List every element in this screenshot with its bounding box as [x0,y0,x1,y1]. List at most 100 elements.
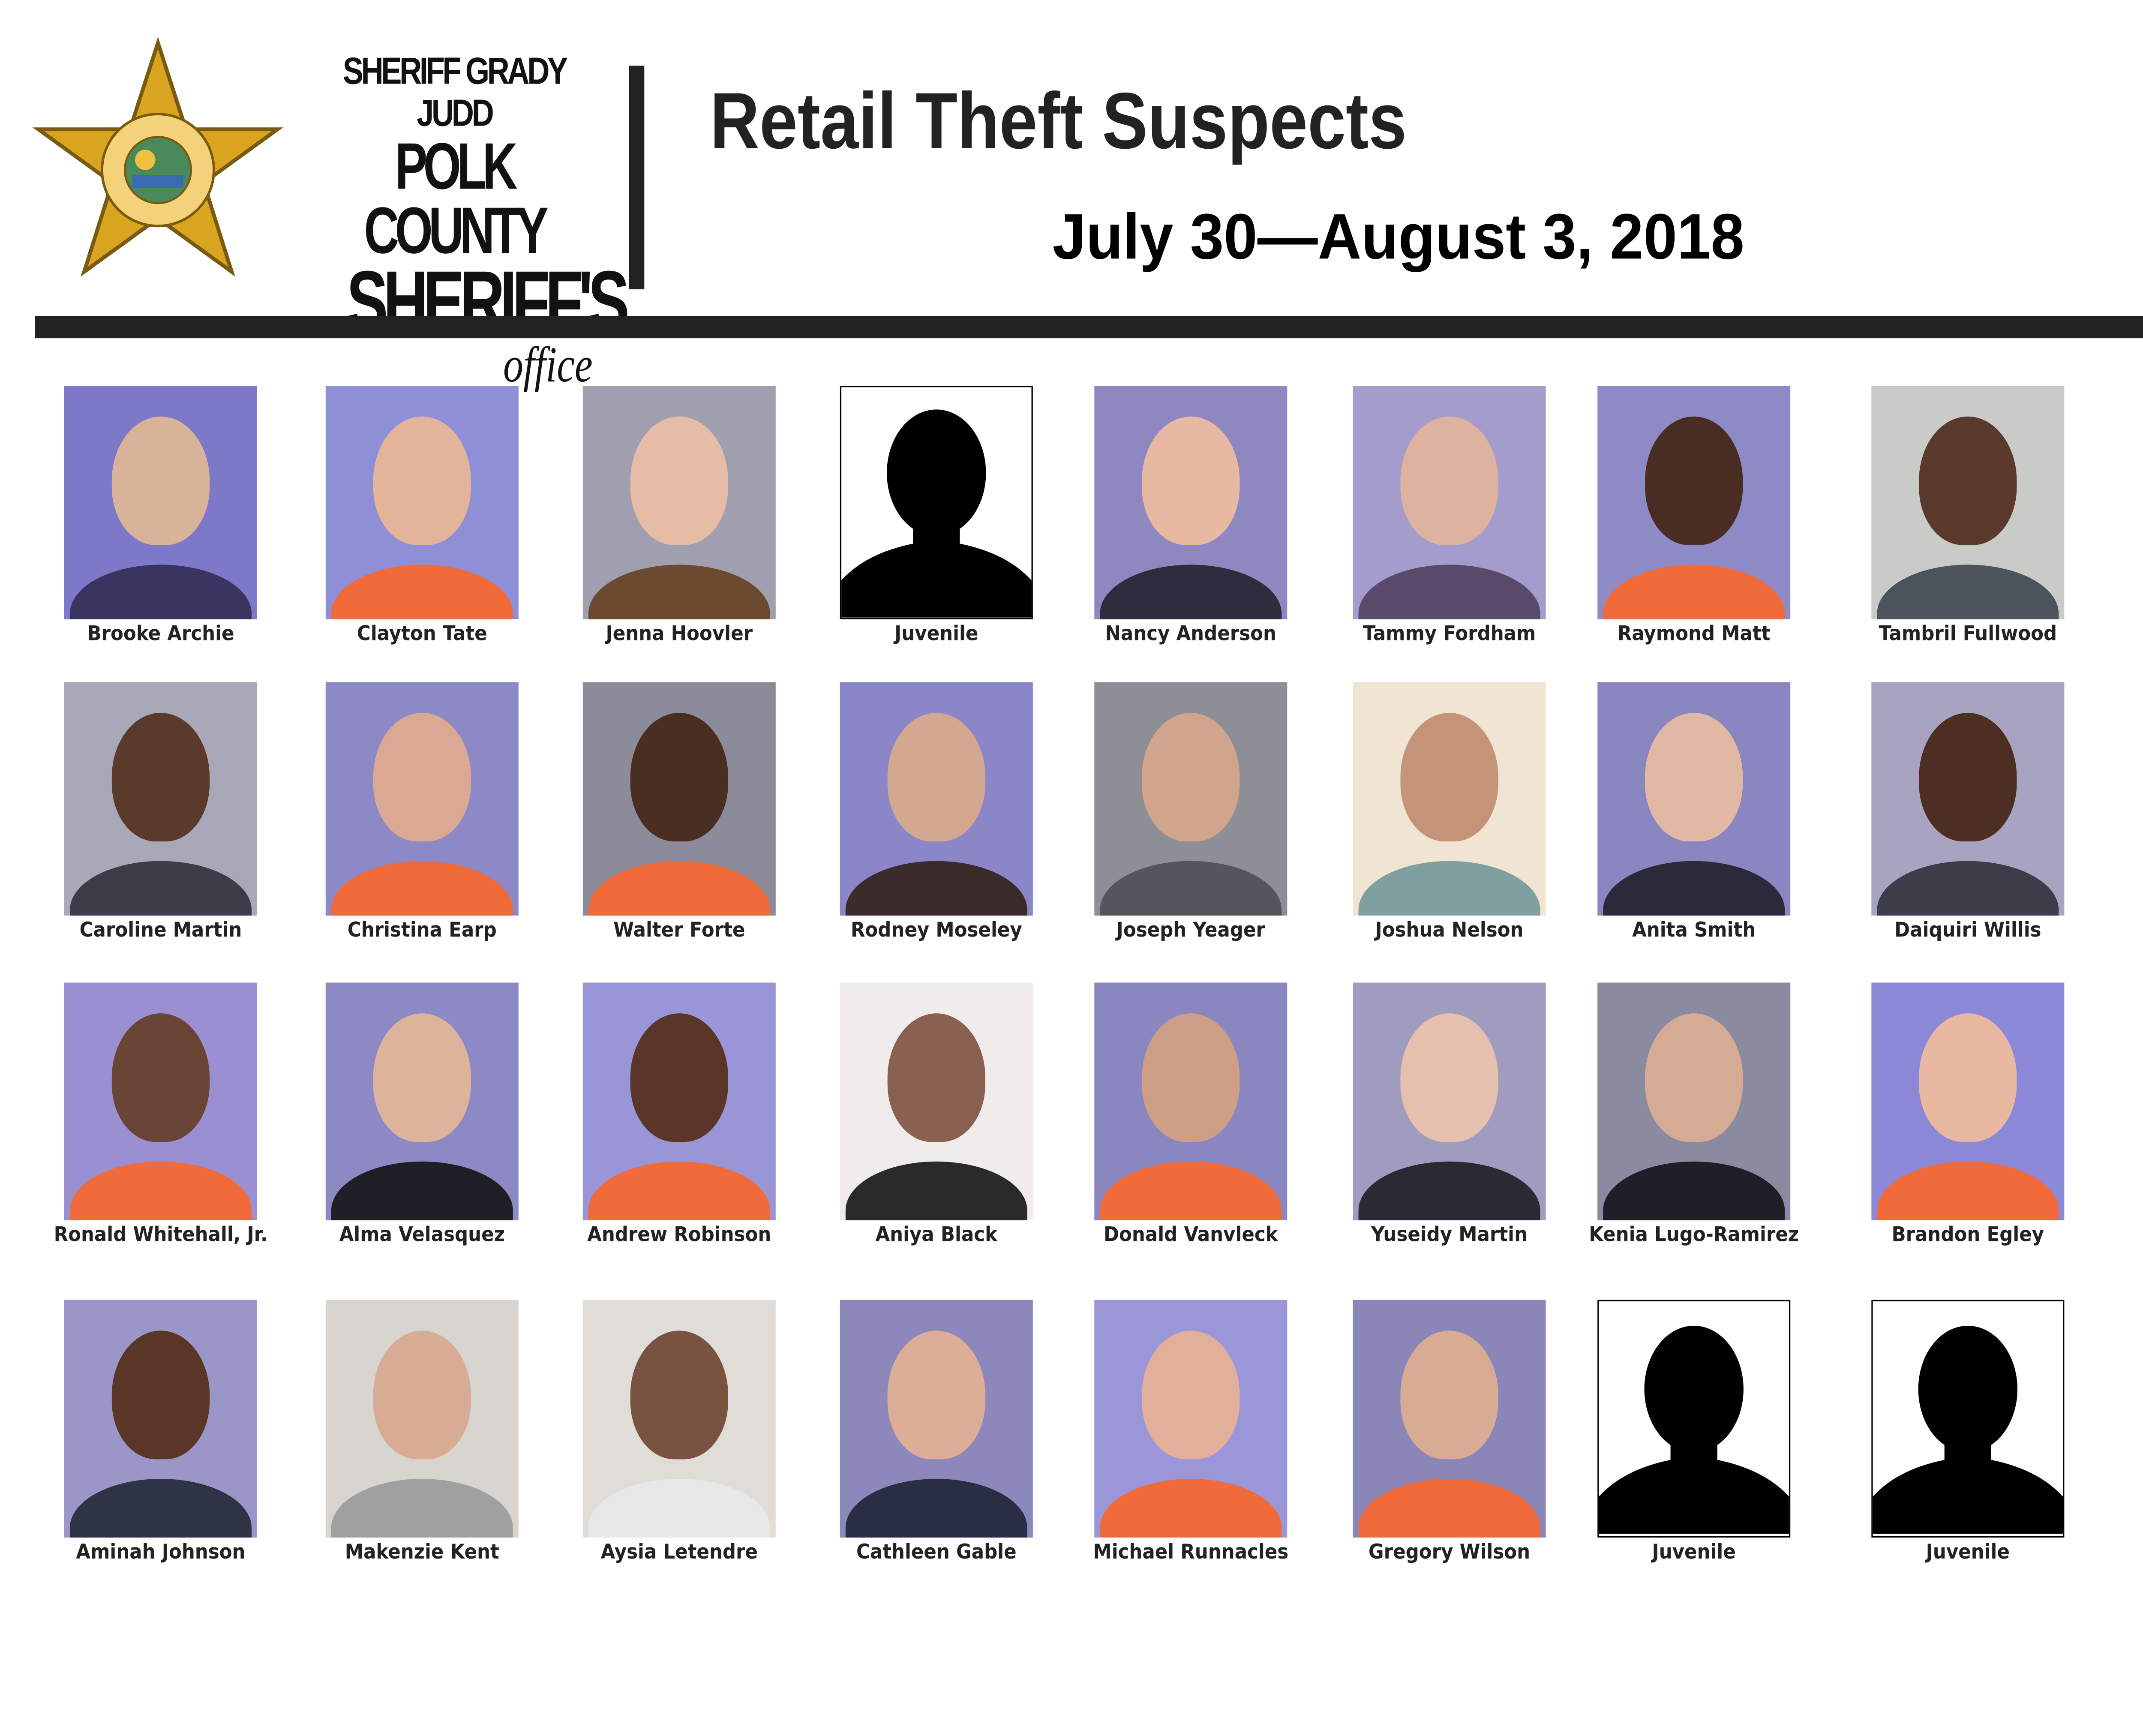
suspect-card: Aminah Johnson [28,1300,294,1564]
suspect-card: Walter Forte [546,682,812,942]
face [1400,1331,1498,1460]
suspect-name: Alma Velasquez [339,1224,505,1247]
face [111,713,210,842]
mugshot-photo [840,982,1033,1220]
person-silhouette-icon [841,409,1032,618]
face [887,713,985,842]
shirt [331,1479,513,1538]
mugshot-photo [1094,982,1288,1220]
face [887,1013,985,1142]
person-silhouette-icon [1599,1325,1789,1534]
shirt [1877,861,2059,916]
shirt [1100,861,1282,916]
suspect-name: Joseph Yeager [1116,919,1265,942]
face [1645,713,1743,842]
suspect-name: Clayton Tate [357,623,487,646]
shirt [845,1479,1027,1538]
suspect-card: Nancy Anderson [1058,386,1324,646]
suspect-name: Michael Runnacles [1093,1541,1289,1564]
shirt [588,1479,770,1538]
suspect-name: Aysia Letendre [600,1541,758,1564]
face [111,1013,210,1142]
face [111,1331,210,1460]
suspect-card: Daiquiri Willis [1835,682,2101,942]
face [1142,1331,1240,1460]
suspect-name: Brooke Archie [87,623,234,646]
face [111,416,210,545]
mugshot-photo [325,682,519,916]
shirt [1877,1161,2059,1220]
mugshot-photo [1871,386,2065,619]
mugshot-photo [582,386,776,619]
suspect-name: Jenna Hoovler [606,623,753,646]
agency-sheriff-name: SHERIFF GRADY JUDD [342,50,568,135]
suspect-card: Brooke Archie [28,386,294,646]
suspect-card: Aysia Letendre [546,1300,812,1564]
suspect-name: Makenzie Kent [345,1541,499,1564]
shirt [588,565,770,619]
date-range: July 30—August 3, 2018 [1052,200,1744,273]
suspect-name: Tammy Fordham [1363,623,1536,646]
shirt [1358,565,1540,619]
face [1142,416,1240,545]
mugshot-photo [325,386,519,619]
suspect-card: Andrew Robinson [546,982,812,1247]
agency-county: POLK COUNTY [364,129,549,267]
mugshot-photo [64,982,258,1220]
suspect-name: Nancy Anderson [1105,623,1277,646]
suspect-card: Raymond Matt [1561,386,1827,646]
mugshot-photo [64,386,258,619]
shirt [1100,565,1282,619]
face [1919,1013,2017,1142]
shirt [331,861,513,916]
suspect-name: Anita Smith [1632,919,1756,942]
suspect-name: Caroline Martin [79,919,242,942]
mugshot-photo [1094,1300,1288,1538]
suspect-name: Yuseidy Martin [1371,1224,1528,1247]
suspect-card: Joshua Nelson [1317,682,1582,942]
suspect-card: Makenzie Kent [289,1300,555,1564]
suspect-card: Michael Runnacles [1058,1300,1324,1564]
face [1400,713,1498,842]
shirt [1603,1161,1785,1220]
face [373,1331,471,1460]
suspect-card: Kenia Lugo-Ramirez [1561,982,1827,1247]
suspect-name: Tambril Fullwood [1879,623,2057,646]
suspect-name: Rodney Moseley [850,919,1022,942]
mugshot-photo [64,682,258,916]
shirt [70,861,252,916]
suspect-name: Joshua Nelson [1375,919,1524,942]
mugshot-photo [1353,1300,1546,1538]
juvenile-silhouette [840,386,1033,619]
face [373,416,471,545]
face [373,713,471,842]
suspect-card: Jenna Hoovler [546,386,812,646]
suspect-name: Gregory Wilson [1368,1541,1531,1564]
face [1400,1013,1498,1142]
shirt [1100,1161,1282,1220]
suspect-card: Tambril Fullwood [1835,386,2101,646]
suspect-card: Juvenile [1561,1300,1827,1564]
agency-office: office [503,336,593,393]
suspect-name: Ronald Whitehall, Jr. [54,1224,268,1247]
shirt [70,1161,252,1220]
suspect-name: Kenia Lugo-Ramirez [1589,1224,1799,1247]
suspect-card: Donald Vanvleck [1058,982,1324,1247]
juvenile-silhouette [1871,1300,2065,1538]
face [1919,416,2017,545]
suspect-card: Juvenile [804,386,1069,646]
mugshot-photo [1094,386,1288,619]
mugshot-photo [840,682,1033,916]
suspect-card: Joseph Yeager [1058,682,1324,942]
suspect-card: Brandon Egley [1835,982,2101,1247]
face [630,1331,728,1460]
mugshot-photo [1871,982,2065,1220]
page-title: Retail Theft Suspects [710,77,1407,167]
suspect-card: Juvenile [1835,1300,2101,1564]
shirt [588,1161,770,1220]
shirt [1603,565,1785,619]
suspect-name: Walter Forte [613,919,745,942]
mugshot-photo [325,1300,519,1538]
shirt [1358,1161,1540,1220]
mugshot-photo [1094,682,1288,916]
